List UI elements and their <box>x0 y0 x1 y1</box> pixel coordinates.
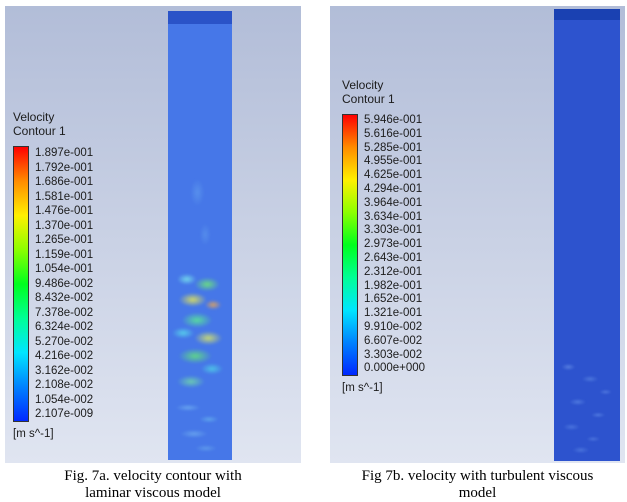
caption-line: Fig. 7a. velocity contour with <box>64 468 242 484</box>
colorbar-value: 4.216e-002 <box>35 350 94 362</box>
colorbar-value: 1.982e-001 <box>364 279 423 292</box>
pipe-top-cap <box>554 9 620 20</box>
colorbar-value: 4.625e-001 <box>364 169 423 182</box>
colorbar-value: 9.910e-002 <box>364 320 423 333</box>
colorbar-value: 1.370e-001 <box>35 219 94 232</box>
colorbar-value: 3.634e-001 <box>364 210 423 223</box>
colorbar-value: 1.792e-001 <box>35 161 94 174</box>
caption-line: laminar viscous model <box>85 485 221 501</box>
colorbar-labels-7a: 1.897e-001 1.792e-001 1.686e-001 1.581e-001… <box>35 146 93 422</box>
caption-line: Fig 7b. velocity with turbulent viscous <box>361 468 594 484</box>
colorbar-value: 2.643e-001 <box>364 251 423 264</box>
legend-title: Velocity <box>13 110 55 124</box>
colorbar-value: 6.324e-002 <box>35 321 94 333</box>
pipe-contour-7b <box>554 9 620 461</box>
legend-title: Velocity <box>342 78 384 92</box>
pipe-top-cap <box>168 11 232 24</box>
cfd-panel-7a: Velocity Contour 1 1.897e-001 1.792e-001 1… <box>5 6 301 463</box>
legend-unit: [m s^-1] <box>13 428 54 440</box>
colorbar-value: 4.955e-001 <box>364 155 423 168</box>
colorbar-value: 1.686e-001 <box>35 176 94 188</box>
pipe-contour-7a <box>168 11 232 460</box>
colorbar-value: 2.973e-001 <box>364 238 423 251</box>
colorbar-value: 4.294e-001 <box>364 182 423 195</box>
colorbar-value: 1.054e-001 <box>35 263 94 275</box>
colorbar-value: 1.054e-002 <box>35 393 94 406</box>
colorbar-value: 6.607e-002 <box>364 334 423 347</box>
legend-subtitle: Contour 1 <box>342 92 395 106</box>
legend-7b: Velocity Contour 1 5.946e-001 5.616e-001 5… <box>342 78 425 394</box>
colorbar-value: 2.107e-009 <box>35 408 94 420</box>
colorbar-7a <box>13 146 29 422</box>
colorbar-value: 1.159e-001 <box>35 248 94 261</box>
colorbar-value: 3.303e-002 <box>364 348 423 361</box>
legend-body: 1.897e-001 1.792e-001 1.686e-001 1.581e-001… <box>13 146 93 422</box>
colorbar-value: 8.432e-002 <box>35 292 94 304</box>
colorbar-value: 3.303e-001 <box>364 224 423 237</box>
caption-7a: Fig. 7a. velocity contour with laminar v… <box>5 468 301 502</box>
colorbar-value: 1.897e-001 <box>35 147 94 159</box>
colorbar-value: 2.108e-002 <box>35 379 94 391</box>
colorbar-value: 5.946e-001 <box>364 114 423 126</box>
colorbar-labels-7b: 5.946e-001 5.616e-001 5.285e-001 4.955e-001… <box>364 114 425 376</box>
caption-7b: Fig 7b. velocity with turbulent viscous … <box>330 468 625 502</box>
colorbar-value: 1.581e-001 <box>35 190 94 203</box>
legend-unit: [m s^-1] <box>342 382 383 395</box>
cfd-panel-7b: Velocity Contour 1 5.946e-001 5.616e-001 5… <box>330 6 625 463</box>
colorbar-value: 2.312e-001 <box>364 265 423 278</box>
legend-body: 5.946e-001 5.616e-001 5.285e-001 4.955e-001… <box>342 114 425 376</box>
colorbar-value: 3.964e-001 <box>364 196 423 209</box>
faint-flow-region <box>174 161 226 266</box>
colorbar-value: 5.270e-002 <box>35 335 94 348</box>
colorbar-value: 1.265e-001 <box>35 234 94 246</box>
colorbar-value: 1.476e-001 <box>35 205 94 217</box>
colorbar-value: 5.616e-001 <box>364 127 423 140</box>
colorbar-value: 7.378e-002 <box>35 306 94 319</box>
colorbar-value: 0.000e+000 <box>364 362 426 375</box>
colorbar-value: 9.486e-002 <box>35 277 94 290</box>
caption-line: model <box>458 485 497 501</box>
turbulence-region <box>170 269 230 397</box>
colorbar-7b <box>342 114 358 376</box>
colorbar-value: 5.285e-001 <box>364 141 423 154</box>
colorbar-value: 1.652e-001 <box>364 293 423 306</box>
wisp-region <box>170 399 230 457</box>
colorbar-value: 3.162e-002 <box>35 364 94 377</box>
mottled-region <box>556 357 618 457</box>
legend-7a: Velocity Contour 1 1.897e-001 1.792e-001 1… <box>13 110 93 440</box>
colorbar-value: 1.321e-001 <box>364 307 423 320</box>
legend-subtitle: Contour 1 <box>13 124 66 138</box>
